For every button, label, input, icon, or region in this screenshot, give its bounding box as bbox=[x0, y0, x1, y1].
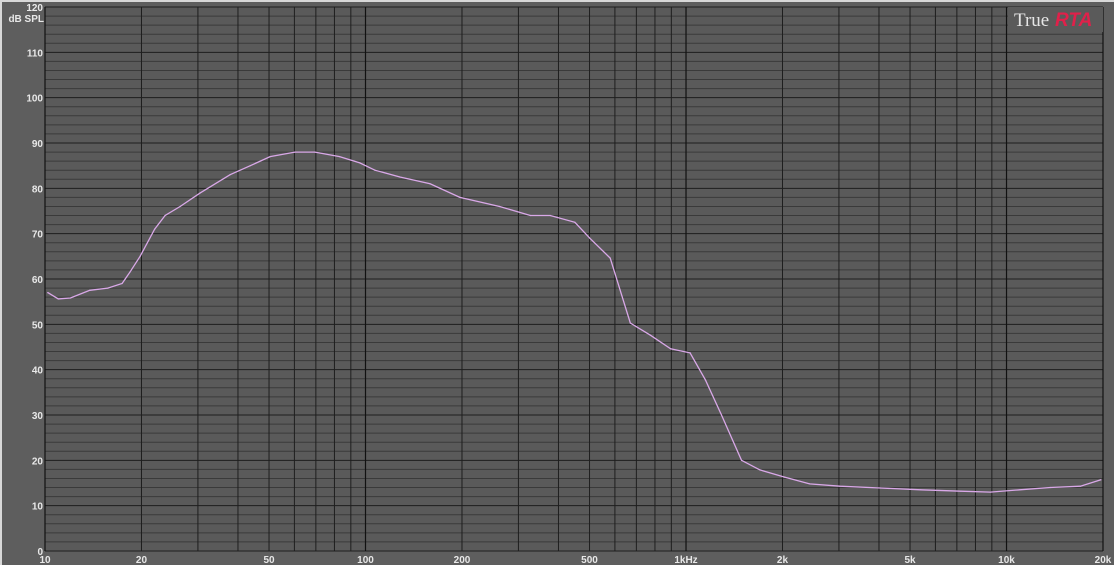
logo-background bbox=[1008, 7, 1103, 32]
data-point bbox=[1019, 489, 1021, 491]
data-point bbox=[649, 334, 651, 336]
x-tick-label: 100 bbox=[357, 555, 374, 565]
data-point bbox=[669, 348, 672, 350]
data-point bbox=[1100, 479, 1102, 481]
y-tick-label: 80 bbox=[32, 184, 44, 195]
y-tick-label: 40 bbox=[32, 366, 44, 377]
data-point bbox=[720, 414, 723, 416]
y-tick-label: 100 bbox=[26, 94, 43, 105]
data-point bbox=[574, 221, 576, 223]
logo-rta-text: RTA bbox=[1055, 10, 1092, 31]
data-point bbox=[879, 487, 881, 489]
data-point bbox=[229, 174, 231, 176]
x-tick-label: 5k bbox=[904, 555, 916, 565]
data-point bbox=[57, 298, 59, 300]
data-point bbox=[338, 156, 341, 158]
x-axis-ticks: 10 20 50 100 200 500 1kHz 2k 5k 10k 20k bbox=[39, 555, 1111, 565]
x-tick-label: 2k bbox=[777, 555, 789, 565]
data-point bbox=[139, 255, 141, 257]
data-point bbox=[629, 322, 631, 324]
data-point bbox=[1079, 485, 1081, 487]
data-point bbox=[459, 196, 461, 198]
data-point bbox=[314, 151, 316, 153]
data-point bbox=[549, 214, 551, 217]
data-point bbox=[740, 459, 743, 461]
y-tick-label: 30 bbox=[32, 411, 44, 422]
x-tick-label: 20k bbox=[1095, 555, 1112, 565]
data-point bbox=[294, 151, 296, 153]
data-point bbox=[704, 379, 707, 381]
data-point bbox=[121, 282, 123, 285]
data-point bbox=[179, 205, 181, 208]
left-border bbox=[0, 0, 2, 565]
data-point bbox=[374, 169, 376, 171]
x-tick-label: 500 bbox=[581, 555, 598, 565]
y-axis-label: dB SPL bbox=[8, 14, 44, 25]
data-point bbox=[249, 165, 251, 167]
data-point bbox=[107, 287, 109, 289]
data-point bbox=[498, 205, 501, 208]
data-point bbox=[399, 176, 401, 178]
data-point bbox=[920, 489, 922, 491]
data-point bbox=[359, 162, 361, 164]
logo-true-text: True bbox=[1014, 10, 1049, 31]
data-point bbox=[199, 192, 201, 194]
data-point bbox=[689, 352, 691, 354]
data-point bbox=[839, 485, 841, 487]
top-border bbox=[0, 0, 1114, 2]
data-point bbox=[129, 271, 131, 273]
data-point bbox=[1049, 486, 1051, 489]
y-tick-label: 20 bbox=[32, 456, 44, 467]
y-tick-label: 60 bbox=[32, 275, 44, 286]
y-tick-label: 110 bbox=[27, 48, 44, 59]
truerta-logo: True RTA bbox=[1008, 7, 1103, 32]
data-point bbox=[759, 469, 761, 471]
data-point bbox=[154, 228, 156, 230]
data-point bbox=[609, 257, 611, 259]
data-point bbox=[809, 483, 811, 485]
data-point bbox=[529, 214, 532, 217]
data-point bbox=[89, 289, 91, 291]
data-point bbox=[589, 237, 591, 239]
data-point bbox=[960, 490, 962, 492]
data-point bbox=[47, 292, 49, 294]
data-point bbox=[989, 491, 991, 493]
y-tick-label: 70 bbox=[32, 230, 44, 241]
x-tick-label: 20 bbox=[136, 555, 148, 565]
data-point bbox=[783, 476, 786, 478]
y-tick-label: 120 bbox=[26, 3, 43, 14]
x-tick-label: 10 bbox=[39, 555, 51, 565]
data-point bbox=[429, 183, 431, 185]
series-points bbox=[47, 151, 1102, 493]
x-tick-label: 200 bbox=[454, 555, 471, 565]
x-tick-label: 50 bbox=[263, 555, 275, 565]
data-point bbox=[269, 156, 271, 158]
y-tick-label: 10 bbox=[32, 502, 44, 513]
y-tick-label: 0 bbox=[37, 547, 43, 558]
x-tick-label: 10k bbox=[998, 555, 1015, 565]
data-point bbox=[69, 297, 71, 299]
series-line bbox=[47, 151, 1102, 493]
y-tick-label: 50 bbox=[32, 320, 44, 331]
y-tick-label: 90 bbox=[32, 139, 44, 150]
y-axis-ticks: 0 10 20 30 40 50 60 70 80 90 100 110 120 bbox=[26, 3, 43, 558]
data-point bbox=[164, 214, 166, 217]
x-tick-label: 1kHz bbox=[674, 555, 697, 565]
grid bbox=[44, 6, 1104, 552]
